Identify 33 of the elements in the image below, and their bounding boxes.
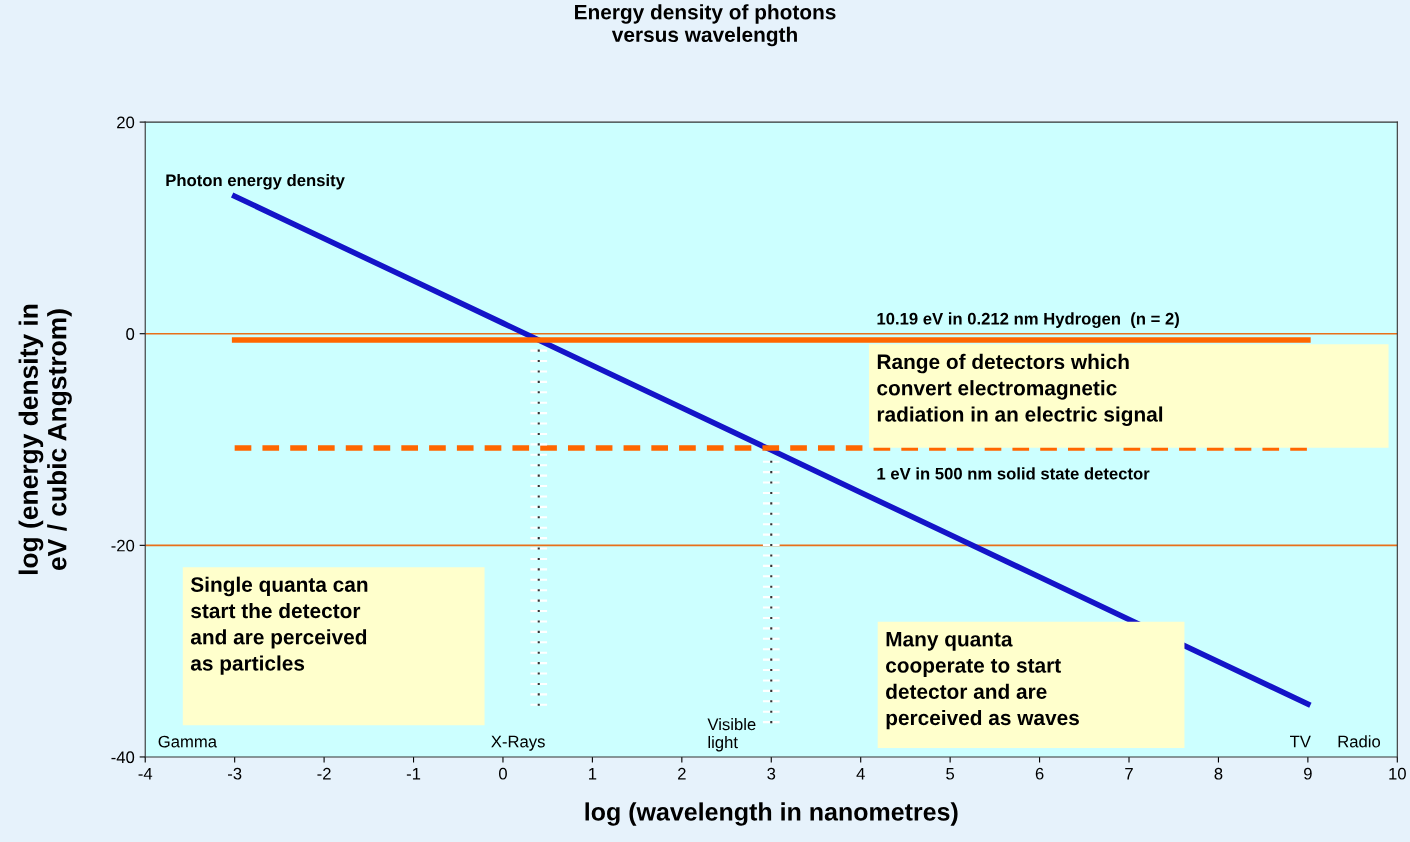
annotation: Range of detectors which convert electromagnetic radiation in an electric signal	[877, 353, 1163, 426]
x-tick-label: 9	[1304, 767, 1312, 780]
annotation: Radio	[1338, 735, 1381, 748]
annotation: Photon energy density	[166, 173, 345, 190]
x-tick-label: -3	[228, 767, 242, 780]
y-tick-label: -40	[111, 751, 135, 764]
annotation: 10.19 eV in 0.212 nm Hydrogen (n = 2)	[877, 312, 1179, 328]
x-tick-label: 4	[856, 767, 865, 780]
x-tick-label: 7	[1125, 767, 1133, 780]
annotation: Gamma	[158, 735, 218, 748]
y-tick-label: 20	[117, 116, 135, 129]
x-tick-label: 5	[946, 767, 955, 780]
x-tick-label: -1	[406, 767, 421, 780]
annotation: Visible light	[707, 717, 756, 752]
x-tick-label: 8	[1214, 767, 1223, 780]
x-tick-label: 3	[767, 767, 776, 780]
y-tick-label: 0	[126, 328, 135, 340]
annotation: X-Rays	[491, 735, 545, 751]
annotation: Many quanta cooperate to start detector and are perceived as waves	[886, 632, 1079, 730]
x-axis-title: log (wavelength in nanometres)	[585, 802, 958, 826]
y-axis-title: log (energy density in eV / cubic Angstrom)	[18, 304, 72, 575]
annotation: Single quanta can start the detector and are perceived as particles	[190, 576, 368, 675]
x-tick-label: 10	[1389, 767, 1406, 780]
x-tick-label: 0	[498, 767, 507, 780]
chart-title: Energy density of photons versus wavelength	[575, 4, 836, 47]
annotation: TV	[1290, 735, 1311, 748]
x-tick-label: 6	[1035, 767, 1044, 780]
annotation: 1 eV in 500 nm solid state detector	[877, 467, 1150, 480]
x-tick-label: 2	[678, 767, 686, 780]
y-tick-label: -20	[111, 539, 135, 552]
x-tick-label: 1	[589, 767, 597, 780]
x-tick-label: -4	[138, 767, 153, 780]
x-tick-label: -2	[317, 767, 331, 780]
